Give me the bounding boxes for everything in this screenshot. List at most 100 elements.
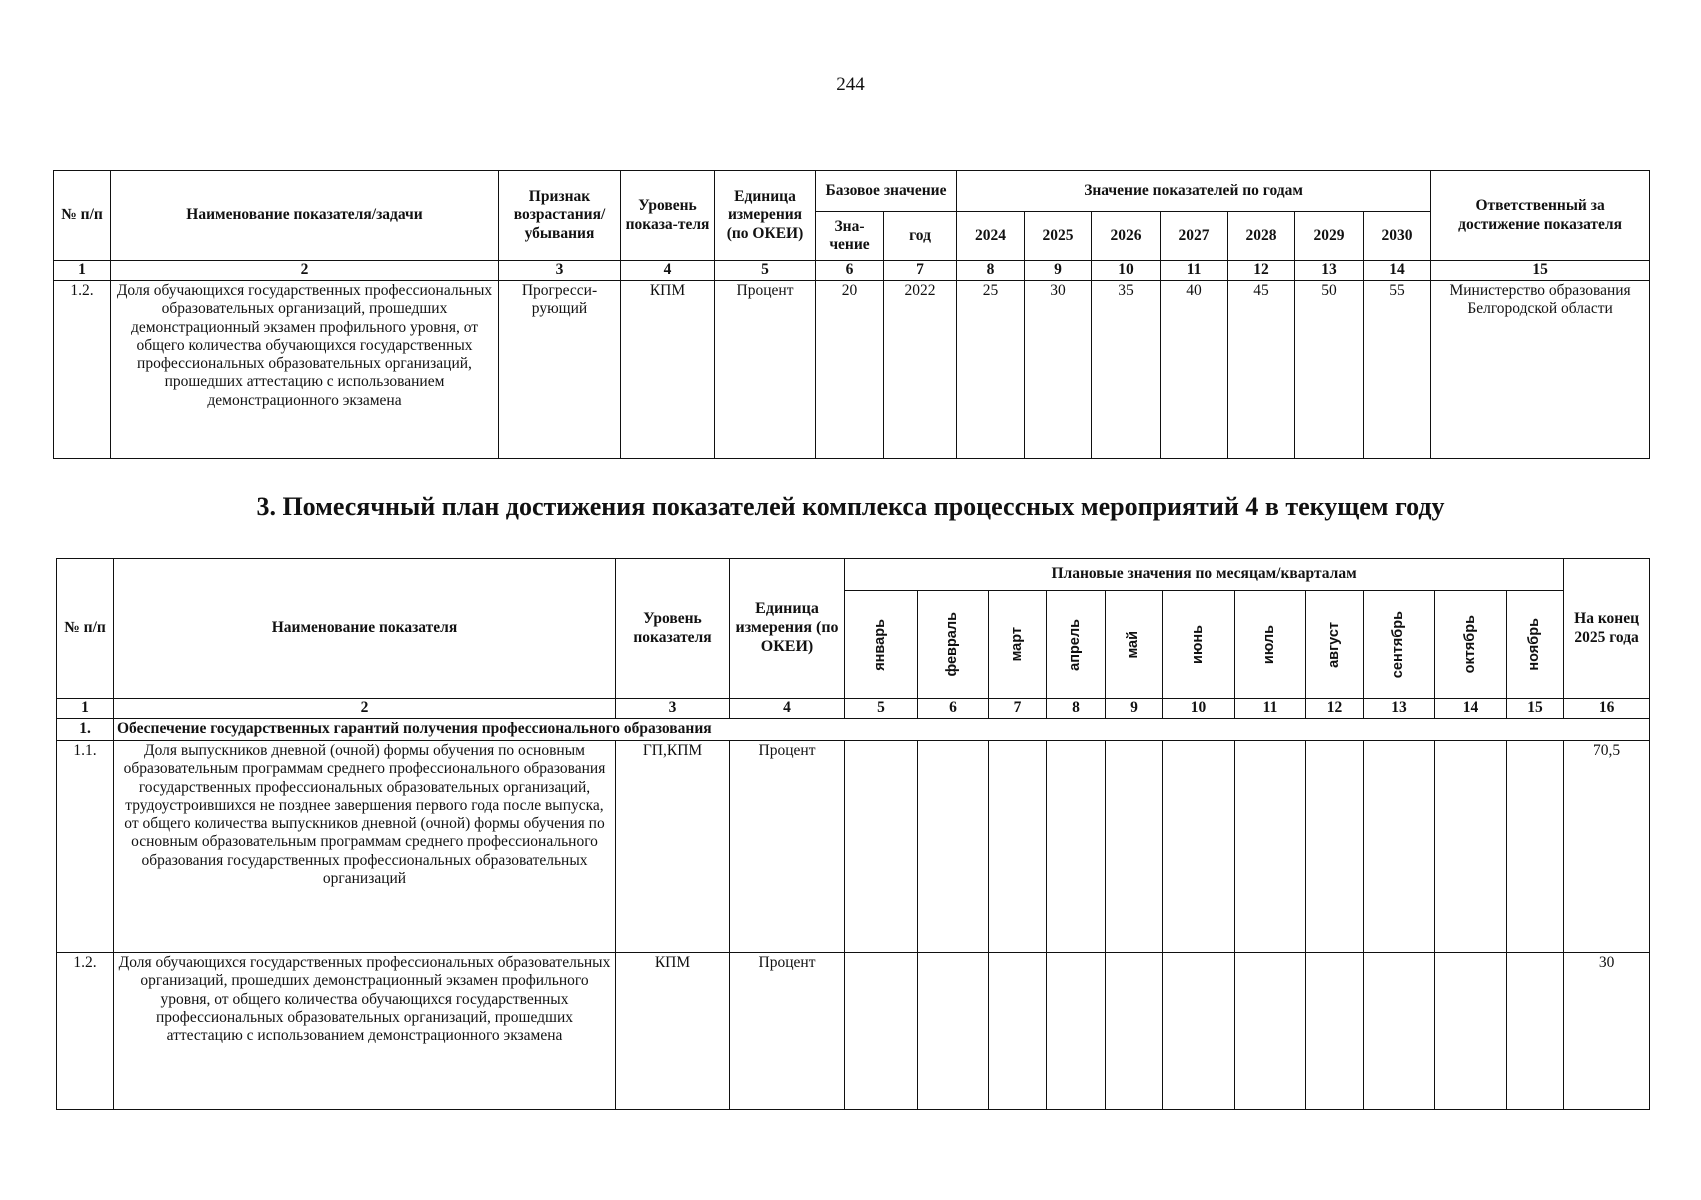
header-month: февраль	[944, 612, 961, 677]
row-year-value: 30	[1024, 280, 1093, 459]
col-number: 13	[1294, 260, 1365, 281]
row-sign: Прогресси-рующий	[498, 280, 621, 459]
table-row: 1.1. Доля выпускников дневной (очной) фо…	[56, 740, 1651, 953]
header-level: Уровень показателя	[615, 558, 730, 699]
col-number: 11	[1234, 698, 1306, 719]
header-month: май	[1125, 630, 1142, 659]
col-number: 1	[53, 260, 111, 281]
month-cell	[1046, 740, 1106, 953]
col-number: 8	[956, 260, 1026, 281]
section-row: 1. Обеспечение государственных гарантий …	[56, 718, 1651, 741]
col-number: 1	[56, 698, 114, 719]
row-base-year: 2022	[882, 280, 958, 459]
header-base-year: год	[882, 211, 958, 261]
row-year-value: 40	[1160, 280, 1229, 459]
header-name: Наименование показателя	[113, 558, 616, 699]
col-number: 15	[1505, 698, 1565, 719]
row-name: Доля выпускников дневной (очной) формы о…	[113, 740, 616, 953]
row-unit: Процент	[729, 952, 845, 1110]
col-number: 8	[1046, 698, 1106, 719]
col-number: 10	[1162, 698, 1235, 719]
row-num: 1.1.	[56, 740, 114, 953]
section-num: 1.	[56, 718, 114, 741]
col-number: 9	[1024, 260, 1093, 281]
header-year: 2027	[1160, 211, 1229, 261]
month-cell	[844, 952, 918, 1110]
row-num: 1.2.	[53, 280, 111, 459]
table-row: 1.2. Доля обучающихся государственных пр…	[56, 952, 1651, 1110]
header-sign: Признак возрастания/ убывания	[498, 170, 621, 261]
col-number: 11	[1160, 260, 1229, 281]
header-responsible: Ответственный за достижение показателя	[1430, 170, 1651, 261]
header-base-value: Зна-чение	[815, 211, 884, 261]
header-num: № п/п	[53, 170, 111, 261]
col-number: 9	[1105, 698, 1163, 719]
col-number: 15	[1430, 260, 1651, 281]
row-unit: Процент	[714, 280, 816, 459]
row-level: КПМ	[615, 952, 730, 1110]
header-month: апрель	[1067, 618, 1084, 671]
col-number: 14	[1434, 698, 1507, 719]
section-title: 3. Помесячный план достижения показателе…	[256, 492, 1445, 521]
month-cell	[1505, 740, 1565, 953]
col-number: 14	[1363, 260, 1432, 281]
header-unit: Единица измерения (по ОКЕИ)	[729, 558, 845, 699]
month-cell	[1162, 740, 1235, 953]
row-level: КПМ	[620, 280, 715, 459]
row-year-value: 25	[956, 280, 1026, 459]
col-number: 7	[882, 260, 958, 281]
row-end-value: 30	[1563, 952, 1651, 1110]
col-number: 2	[113, 698, 616, 719]
header-year: 2028	[1227, 211, 1296, 261]
col-number: 12	[1227, 260, 1296, 281]
header-year: 2024	[956, 211, 1026, 261]
col-number: 5	[844, 698, 918, 719]
header-end: На конец 2025 года	[1563, 558, 1651, 699]
col-number: 7	[988, 698, 1047, 719]
row-year-value: 35	[1091, 280, 1162, 459]
col-number: 6	[917, 698, 989, 719]
col-number: 13	[1363, 698, 1435, 719]
row-year-value: 50	[1294, 280, 1365, 459]
header-year: 2026	[1091, 211, 1162, 261]
col-number: 2	[110, 260, 499, 281]
month-cell	[917, 740, 989, 953]
header-month: ноябрь	[1526, 618, 1543, 671]
header-months-group: Плановые значения по месяцам/кварталам	[843, 558, 1565, 591]
column-numbers-row: 1 2 3 4 5 6 7 8 9 10 11 12 13 14 15 16	[56, 698, 1651, 719]
header-years-group: Значение показателей по годам	[956, 170, 1432, 212]
month-cell	[1305, 952, 1364, 1110]
header-month: январь	[872, 618, 889, 671]
row-name: Доля обучающихся государственных професс…	[113, 952, 616, 1110]
col-number: 6	[815, 260, 884, 281]
section-name: Обеспечение государственных гарантий пол…	[112, 718, 1651, 741]
header-month: август	[1325, 621, 1342, 668]
header-month: октябрь	[1461, 615, 1478, 674]
header-year: 2030	[1363, 211, 1432, 261]
col-number: 10	[1091, 260, 1162, 281]
header-year: 2025	[1024, 211, 1093, 261]
row-responsible: Министерство образования Белгородской об…	[1430, 280, 1651, 459]
month-cell	[1363, 952, 1435, 1110]
header-month: сентябрь	[1390, 610, 1407, 679]
header-level: Уровень показа-теля	[620, 170, 715, 261]
month-cell	[1434, 952, 1507, 1110]
row-num: 1.2.	[56, 952, 114, 1110]
month-cell	[1234, 952, 1306, 1110]
header-name: Наименование показателя/задачи	[110, 170, 499, 261]
row-level: ГП,КПМ	[615, 740, 730, 953]
header-unit: Единица измерения (по ОКЕИ)	[714, 170, 816, 261]
month-cell	[1046, 952, 1106, 1110]
header-base: Базовое значение	[814, 170, 958, 212]
row-name: Доля обучающихся государственных професс…	[110, 280, 499, 459]
header-month: июнь	[1189, 625, 1206, 664]
header-month: март	[1008, 627, 1025, 662]
header-num: № п/п	[56, 558, 114, 699]
month-cell	[1234, 740, 1306, 953]
col-number: 16	[1563, 698, 1651, 719]
row-unit: Процент	[729, 740, 845, 953]
month-cell	[1105, 740, 1163, 953]
month-cell	[1505, 952, 1565, 1110]
month-cell	[1105, 952, 1163, 1110]
monthly-plan-table: № п/п Наименование показателя Уровень по…	[56, 558, 1651, 1110]
